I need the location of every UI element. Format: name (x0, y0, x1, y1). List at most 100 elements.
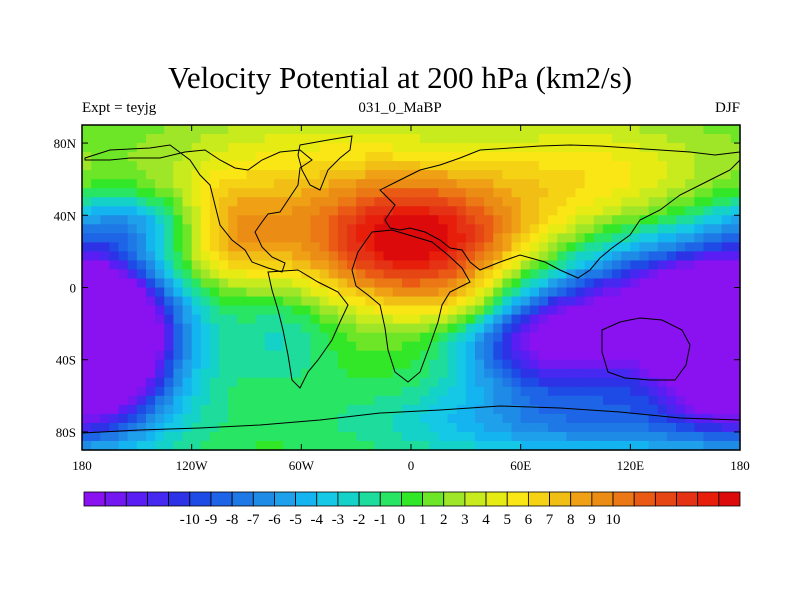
heatmap-cell (292, 269, 302, 280)
heatmap-cell (676, 395, 686, 406)
heatmap-cell (337, 170, 348, 180)
heatmap-cell (712, 323, 723, 334)
heatmap-cell (657, 170, 668, 180)
heatmap-cell (273, 440, 284, 451)
heatmap-cell (219, 179, 229, 189)
heatmap-cell (255, 143, 266, 153)
heatmap-cell (703, 314, 714, 325)
heatmap-cell (548, 440, 558, 451)
heatmap-cell (127, 440, 138, 451)
heatmap-cell (264, 305, 275, 316)
heatmap-cell (438, 278, 449, 289)
heatmap-cell (639, 413, 650, 424)
heatmap-cell (255, 134, 266, 144)
heatmap-cell (575, 413, 586, 424)
heatmap-cell (283, 431, 293, 442)
heatmap-cell (520, 368, 531, 379)
heatmap-cell (630, 197, 641, 207)
heatmap-cell (173, 350, 184, 361)
heatmap-cell (566, 296, 577, 307)
heatmap-cell (100, 197, 111, 207)
heatmap-cell (127, 314, 138, 325)
heatmap-cell (612, 368, 622, 379)
heatmap-cell (173, 143, 184, 153)
heatmap-cell (246, 170, 257, 180)
colorbar-label: -4 (311, 512, 324, 528)
heatmap-cell (255, 404, 266, 415)
heatmap-cell (237, 305, 248, 316)
heatmap-cell (100, 161, 111, 171)
heatmap-cell (182, 368, 193, 379)
colorbar-label: -3 (332, 512, 345, 528)
heatmap-cell (136, 404, 147, 415)
heatmap-cell (666, 404, 677, 415)
heatmap-cell (730, 251, 741, 262)
heatmap-cell (182, 233, 193, 243)
heatmap-cell (685, 386, 695, 397)
heatmap-cell (401, 197, 412, 207)
heatmap-cell (593, 161, 604, 171)
heatmap-cell (411, 305, 421, 316)
heatmap-cell (109, 197, 120, 207)
heatmap-cell (145, 440, 156, 451)
heatmap-cell (520, 242, 531, 252)
heatmap-cell (593, 413, 604, 424)
heatmap-cell (703, 323, 714, 334)
heatmap-cell (365, 287, 376, 298)
heatmap-cell (255, 269, 266, 280)
heatmap-cell (548, 152, 558, 162)
heatmap-cell (200, 260, 211, 271)
heatmap-cell (465, 170, 476, 180)
heatmap-cell (374, 350, 385, 361)
heatmap-cell (136, 305, 147, 316)
heatmap-cell (529, 431, 540, 442)
heatmap-cell (136, 197, 147, 207)
heatmap-cell (630, 161, 641, 171)
heatmap-cell (155, 350, 165, 361)
heatmap-cell (356, 440, 366, 451)
heatmap-cell (593, 197, 604, 207)
heatmap-cell (182, 314, 193, 325)
heatmap-cell (730, 197, 741, 207)
heatmap-cell (630, 170, 641, 180)
heatmap-cell (155, 332, 165, 343)
heatmap-cell (209, 161, 220, 171)
heatmap-cell (173, 251, 184, 262)
heatmap-cell (474, 395, 485, 406)
heatmap-cell (703, 296, 714, 307)
heatmap-cell (429, 278, 440, 289)
heatmap-cell (456, 215, 467, 225)
heatmap-cell (685, 296, 695, 307)
heatmap-cell (612, 431, 622, 442)
heatmap-cell (529, 179, 540, 189)
heatmap-cell (182, 341, 193, 352)
heatmap-cell (155, 251, 165, 262)
heatmap-cell (310, 332, 321, 343)
heatmap-cell (612, 233, 622, 243)
heatmap-cell (630, 377, 641, 388)
heatmap-cell (118, 242, 129, 252)
heatmap-cell (602, 197, 613, 207)
heatmap-cell (584, 242, 595, 252)
heatmap-cell (694, 359, 705, 370)
heatmap-cell (228, 143, 238, 153)
heatmap-cell (145, 179, 156, 189)
heatmap-cell (575, 179, 586, 189)
heatmap-cell (246, 431, 257, 442)
heatmap-cell (685, 260, 695, 271)
heatmap-cell (155, 314, 165, 325)
heatmap-cell (100, 377, 111, 388)
heatmap-cell (630, 260, 641, 271)
heatmap-cell (319, 197, 330, 207)
heatmap-cell (529, 242, 540, 252)
heatmap-cell (602, 386, 613, 397)
heatmap-cell (456, 323, 467, 334)
heatmap-cell (456, 305, 467, 316)
heatmap-cell (602, 413, 613, 424)
heatmap-cell (328, 359, 339, 370)
heatmap-cell (493, 206, 503, 216)
heatmap-cell (292, 170, 302, 180)
heatmap-cell (429, 386, 440, 397)
heatmap-cell (337, 143, 348, 153)
